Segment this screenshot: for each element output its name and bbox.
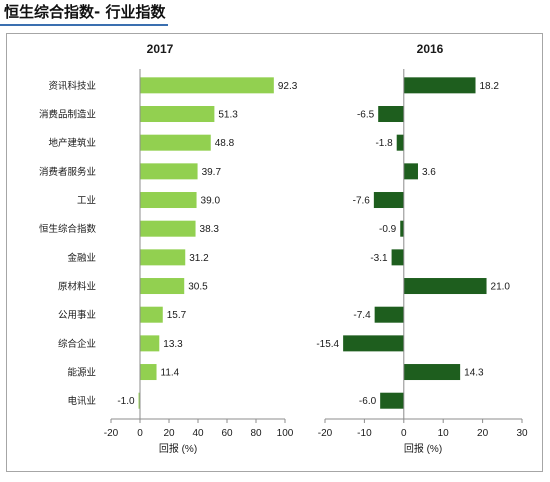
value-label: 92.3 <box>278 81 298 92</box>
value-label: -1.8 <box>375 138 393 149</box>
value-label: 30.5 <box>188 282 208 293</box>
value-label: -15.4 <box>316 339 339 350</box>
bar-2017-11 <box>138 392 140 409</box>
category-label: 工业 <box>77 196 96 207</box>
value-label: 18.2 <box>480 81 500 92</box>
value-label: 38.3 <box>200 224 220 235</box>
bar-2016-5 <box>400 220 404 237</box>
value-label: -7.4 <box>353 310 371 321</box>
x-axis-title: 回报 (%) <box>404 442 442 455</box>
x-tick-label: -20 <box>318 428 333 439</box>
category-label: 消费者服务业 <box>39 166 96 178</box>
x-tick-label: 0 <box>137 428 143 439</box>
x-tick-label: 60 <box>221 428 233 439</box>
x-tick-label: 40 <box>192 428 204 439</box>
bar-2017-7 <box>140 278 185 295</box>
x-tick-label: -20 <box>104 428 119 439</box>
category-label: 综合企业 <box>58 338 96 350</box>
chart-title-2016: 2016 <box>417 42 444 56</box>
bar-2016-9 <box>343 335 404 352</box>
bar-2017-6 <box>140 249 186 266</box>
category-label: 公用事业 <box>58 309 96 321</box>
bar-2016-0 <box>403 77 476 94</box>
bar-2016-4 <box>373 192 404 209</box>
x-axis-title: 回报 (%) <box>159 442 197 455</box>
title-underline <box>0 24 168 26</box>
category-label: 消费品制造业 <box>39 109 96 121</box>
value-label: 51.3 <box>218 110 238 121</box>
bar-2017-3 <box>140 163 198 180</box>
value-label: 31.2 <box>189 253 209 264</box>
bar-2017-2 <box>140 134 211 151</box>
page-title: 恒生综合指数- 行业指数 <box>4 3 166 21</box>
category-label: 恒生综合指数 <box>39 223 97 235</box>
category-label: 地产建筑业 <box>48 137 96 149</box>
chart-title-2017: 2017 <box>147 42 174 56</box>
bar-2016-8 <box>374 306 404 323</box>
category-label: 原材料业 <box>58 281 96 293</box>
bar-2016-3 <box>403 163 418 180</box>
x-tick-label: 30 <box>516 428 528 439</box>
value-label: -3.1 <box>370 253 388 264</box>
bar-2017-0 <box>140 77 274 94</box>
category-label: 能源业 <box>67 367 96 379</box>
bar-2016-7 <box>403 278 487 295</box>
category-label: 金融业 <box>67 252 96 264</box>
value-label: 14.3 <box>464 368 484 379</box>
x-tick-label: -10 <box>357 428 372 439</box>
chart-frame <box>6 33 543 472</box>
value-label: 13.3 <box>163 339 183 350</box>
value-label: -6.5 <box>357 110 375 121</box>
category-label: 资讯科技业 <box>48 80 96 92</box>
bar-2017-8 <box>140 306 163 323</box>
value-label: 21.0 <box>491 282 511 293</box>
value-label: -1.0 <box>117 396 135 407</box>
value-label: -0.9 <box>379 224 397 235</box>
value-label: 15.7 <box>167 310 187 321</box>
category-label: 电讯业 <box>67 395 96 407</box>
x-tick-label: 0 <box>401 428 407 439</box>
bar-2016-11 <box>380 392 404 409</box>
bar-2017-5 <box>140 220 196 237</box>
value-label: 11.4 <box>161 368 180 379</box>
bar-2017-9 <box>140 335 160 352</box>
bar-2016-10 <box>403 364 461 381</box>
x-tick-label: 80 <box>250 428 262 439</box>
x-tick-label: 20 <box>163 428 175 439</box>
bar-2016-2 <box>396 134 404 151</box>
x-tick-label: 20 <box>477 428 489 439</box>
bar-2017-4 <box>140 192 197 209</box>
x-tick-label: 100 <box>277 428 294 439</box>
x-tick-label: 10 <box>438 428 450 439</box>
value-label: 3.6 <box>422 167 436 178</box>
bar-2016-6 <box>391 249 404 266</box>
value-label: 39.0 <box>201 196 221 207</box>
bar-2017-10 <box>140 364 157 381</box>
value-label: 39.7 <box>202 167 222 178</box>
value-label: -6.0 <box>359 396 377 407</box>
value-label: -7.6 <box>353 196 371 207</box>
value-label: 48.8 <box>215 138 235 149</box>
bar-2017-1 <box>140 106 215 123</box>
bar-2016-1 <box>378 106 404 123</box>
